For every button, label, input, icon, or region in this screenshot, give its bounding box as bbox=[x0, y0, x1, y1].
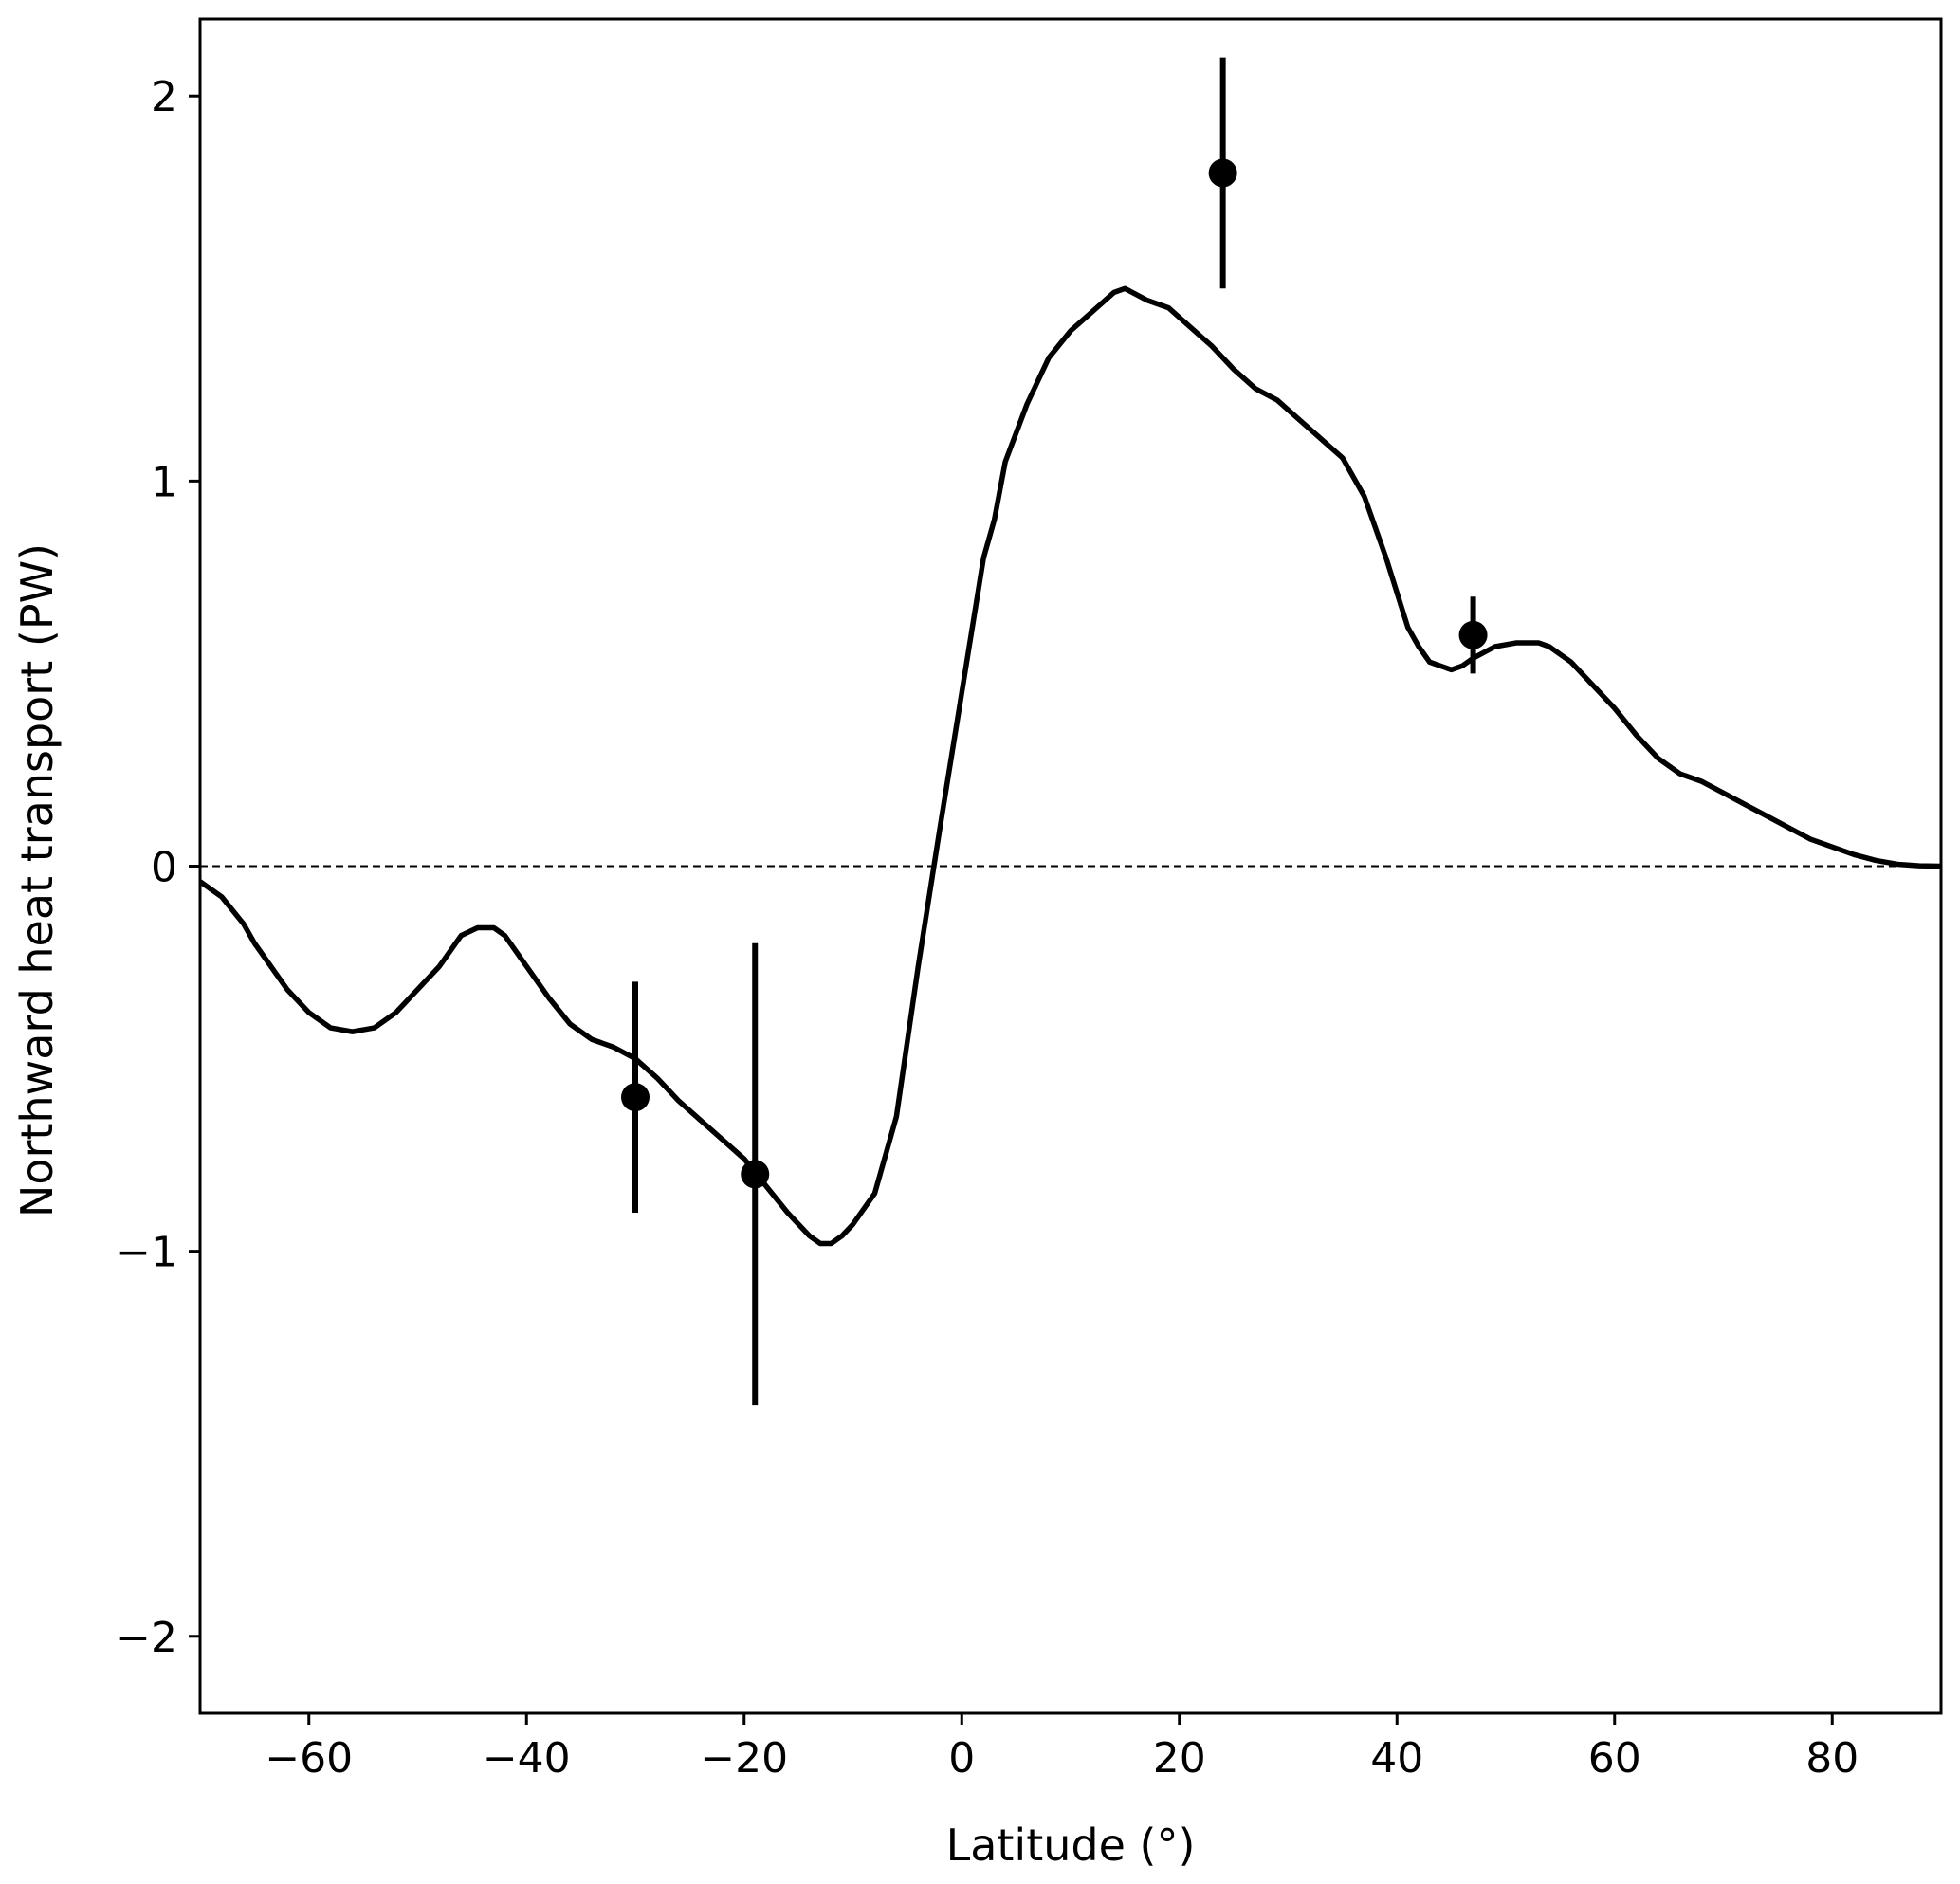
x-tick-label: 40 bbox=[1370, 1734, 1423, 1783]
x-tick-label: 0 bbox=[948, 1734, 975, 1783]
observation-point-1 bbox=[621, 981, 650, 1214]
y-tick-label: 0 bbox=[151, 844, 177, 892]
observation-point-2 bbox=[741, 942, 770, 1406]
x-tick-label: −40 bbox=[483, 1734, 571, 1783]
x-axis-label: Latitude (°) bbox=[946, 1820, 1196, 1871]
x-tick-label: −20 bbox=[700, 1734, 788, 1783]
x-tick-label: 20 bbox=[1153, 1734, 1206, 1783]
data-marker bbox=[1208, 158, 1237, 188]
data-marker bbox=[1458, 620, 1488, 649]
observation-point-4 bbox=[1458, 596, 1488, 674]
plot-area bbox=[200, 57, 1941, 1406]
y-tick-label: 2 bbox=[151, 73, 177, 121]
x-tick-label: 60 bbox=[1588, 1734, 1641, 1783]
ticks: −60 −40 −20 0 20 40 60 80 −2 −1 0 1 2 bbox=[116, 73, 1859, 1783]
y-tick-label: −1 bbox=[116, 1229, 177, 1277]
x-tick-label: −60 bbox=[265, 1734, 353, 1783]
y-tick-label: 1 bbox=[151, 458, 177, 506]
x-tick-label: 80 bbox=[1805, 1734, 1859, 1783]
data-marker bbox=[741, 1160, 770, 1189]
data-marker bbox=[621, 1083, 650, 1112]
y-tick-label: −2 bbox=[116, 1614, 177, 1662]
y-axis-label: Northward heat transport (PW) bbox=[11, 543, 63, 1217]
heat-transport-line bbox=[200, 285, 1941, 1247]
observation-point-3 bbox=[1208, 57, 1237, 289]
plot-content bbox=[200, 57, 1941, 1406]
